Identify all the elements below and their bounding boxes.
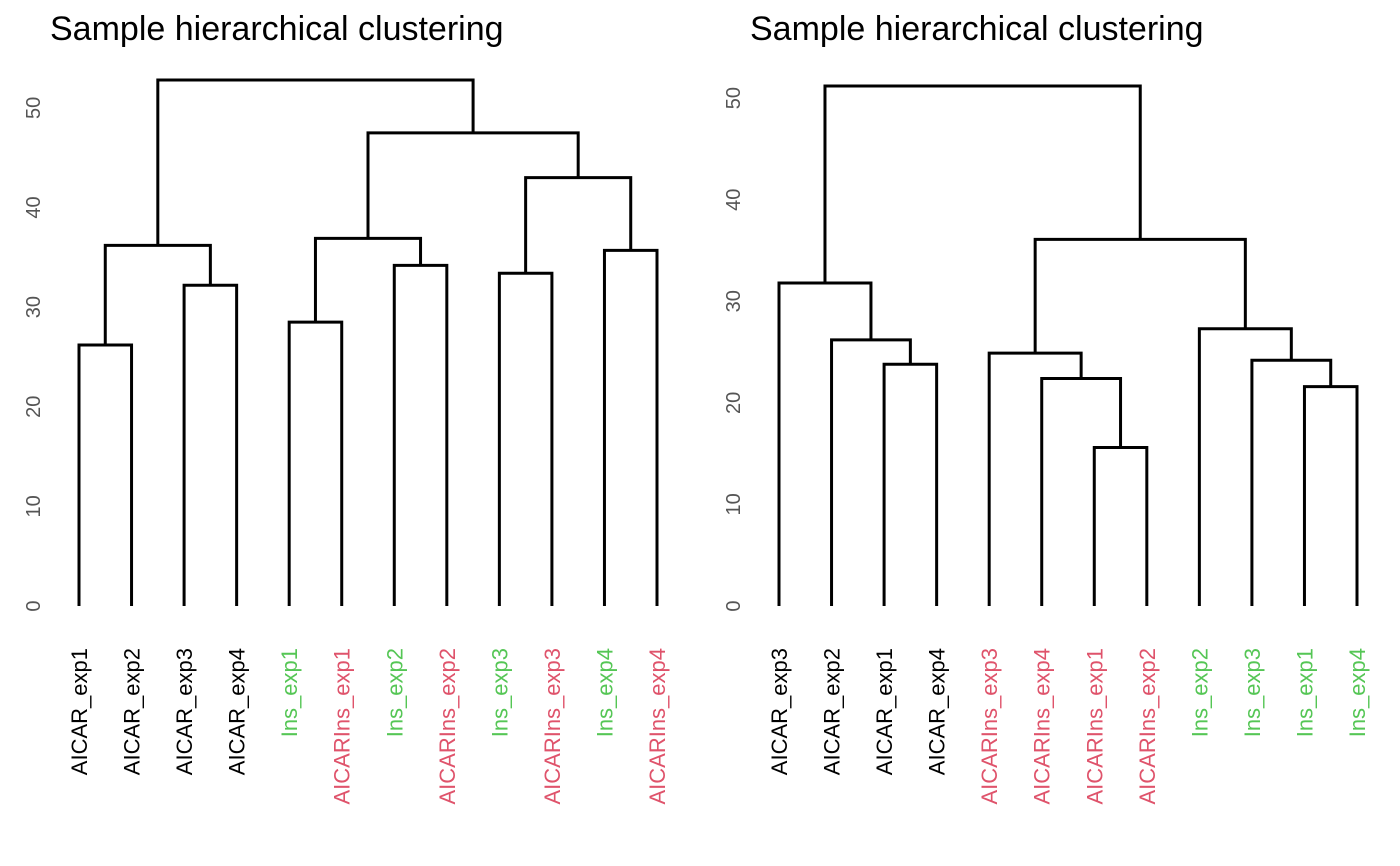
panel-title: Sample hierarchical clustering — [50, 10, 504, 48]
dendrogram-link — [1250, 358, 1333, 606]
dendrogram-link — [1040, 376, 1123, 606]
leaf-label: AICAR_exp1 — [872, 648, 897, 775]
dendrogram-link — [287, 320, 344, 606]
y-tick-label: 0 — [723, 600, 745, 611]
dendrogram-link — [366, 131, 580, 239]
dendrogram-link — [313, 236, 423, 323]
leaf-label: AICAR_exp4 — [225, 648, 250, 775]
leaf-label: AICARIns_exp2 — [435, 648, 460, 805]
dendrogram-link — [77, 343, 134, 606]
leaf-label: AICAR_exp3 — [172, 648, 197, 775]
dendrogram-panel-right: Sample hierarchical clustering 0 10 20 30 40… — [723, 10, 1370, 805]
leaf-labels: AICAR_exp1 AICAR_exp2 AICAR_exp3 AICAR_exp4… — [67, 648, 670, 805]
leaf-label: Ins_exp3 — [487, 648, 512, 737]
leaf-label: AICAR_exp4 — [925, 648, 950, 775]
leaf-label: AICARIns_exp3 — [977, 648, 1002, 805]
dendrogram-link — [602, 248, 659, 606]
y-tick-label: 50 — [723, 87, 745, 109]
dendrogram-link — [823, 84, 1142, 284]
y-tick-label: 30 — [23, 296, 45, 318]
leaf-label: AICARIns_exp4 — [1030, 648, 1055, 805]
dendrogram-panel-left: Sample hierarchical clustering 0 10 20 30 40… — [23, 10, 670, 805]
y-tick-label: 40 — [723, 189, 745, 211]
leaf-label: AICAR_exp3 — [767, 648, 792, 775]
dendrogram-link — [392, 263, 449, 606]
leaf-label: Ins_exp4 — [592, 648, 617, 737]
dendrogram-links — [77, 78, 659, 606]
y-tick-label: 50 — [23, 97, 45, 119]
dendrogram-links — [777, 84, 1359, 606]
y-tick-label: 0 — [23, 600, 45, 611]
leaf-label: Ins_exp2 — [1187, 648, 1212, 737]
y-tick-label: 10 — [23, 495, 45, 517]
y-tick-label: 20 — [723, 392, 745, 414]
y-tick-label: 10 — [723, 493, 745, 515]
dendrogram-link — [777, 281, 873, 606]
y-tick-label: 20 — [23, 396, 45, 418]
leaf-label: AICARIns_exp1 — [330, 648, 355, 805]
leaf-label: AICAR_exp1 — [67, 648, 92, 775]
leaf-label: Ins_exp1 — [1292, 648, 1317, 737]
dendrogram-link — [1033, 237, 1247, 354]
dendrogram-link — [182, 283, 239, 606]
leaf-label: AICARIns_exp3 — [540, 648, 565, 805]
dendrogram-link — [987, 351, 1083, 606]
leaf-label: Ins_exp1 — [277, 648, 302, 737]
dendrogram-link — [1092, 446, 1149, 606]
dendrogram-link — [497, 271, 554, 606]
y-tick-label: 40 — [23, 196, 45, 218]
leaf-label: AICARIns_exp1 — [1082, 648, 1107, 805]
leaf-label: Ins_exp4 — [1345, 648, 1370, 737]
leaf-label: Ins_exp2 — [382, 648, 407, 737]
dendrogram-link — [524, 176, 633, 274]
leaf-label: AICAR_exp2 — [120, 648, 145, 775]
y-axis: 0 10 20 30 40 50 — [723, 87, 745, 612]
leaf-labels: AICAR_exp3 AICAR_exp2 AICAR_exp1 AICAR_exp4… — [767, 648, 1370, 805]
leaf-label: AICARIns_exp2 — [1135, 648, 1160, 805]
y-axis: 0 10 20 30 40 50 — [23, 97, 45, 612]
leaf-label: Ins_exp3 — [1240, 648, 1265, 737]
leaf-label: AICAR_exp2 — [820, 648, 845, 775]
dendrogram-link — [1302, 385, 1359, 606]
dendrogram-link — [156, 78, 475, 246]
dendrogram-link — [103, 243, 212, 346]
dendrogram-link — [1197, 327, 1293, 606]
dendrogram-link — [830, 338, 912, 606]
y-tick-label: 30 — [723, 290, 745, 312]
panel-title: Sample hierarchical clustering — [750, 10, 1204, 48]
leaf-label: AICARIns_exp4 — [645, 648, 670, 805]
dendrogram-link — [882, 362, 939, 606]
